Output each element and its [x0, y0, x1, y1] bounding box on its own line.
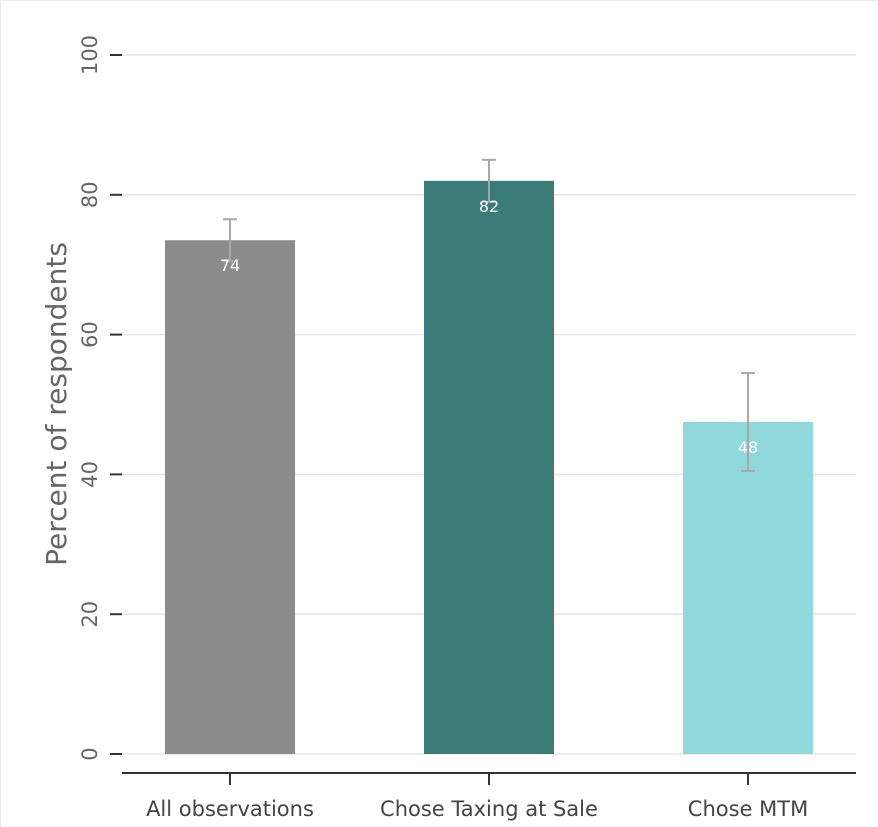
x-category-label: Chose MTM	[688, 797, 808, 821]
frame-left-border	[0, 0, 1, 827]
bar	[165, 240, 295, 755]
y-tick-label: 40	[78, 461, 102, 488]
bars	[165, 158, 813, 755]
y-tick-label: 80	[78, 181, 102, 208]
labels: 74 All observations 82 Chose Taxing at Sale…	[146, 197, 808, 821]
y-tick-label: 0	[78, 747, 102, 760]
axes: 0 20 40 60 80 100	[78, 35, 856, 785]
y-tick-label: 100	[78, 35, 102, 75]
data-label: 48	[738, 438, 758, 457]
data-label: 82	[479, 197, 499, 216]
y-axis-title: Percent of respondents	[40, 242, 73, 566]
x-category-label: All observations	[146, 797, 314, 821]
y-tick-label: 20	[78, 601, 102, 628]
y-tick-label: 60	[78, 321, 102, 348]
bar	[424, 180, 554, 754]
x-category-label: Chose Taxing at Sale	[380, 797, 598, 821]
frame-top-border	[0, 0, 878, 1]
data-label: 74	[220, 256, 240, 275]
bar	[683, 421, 813, 754]
